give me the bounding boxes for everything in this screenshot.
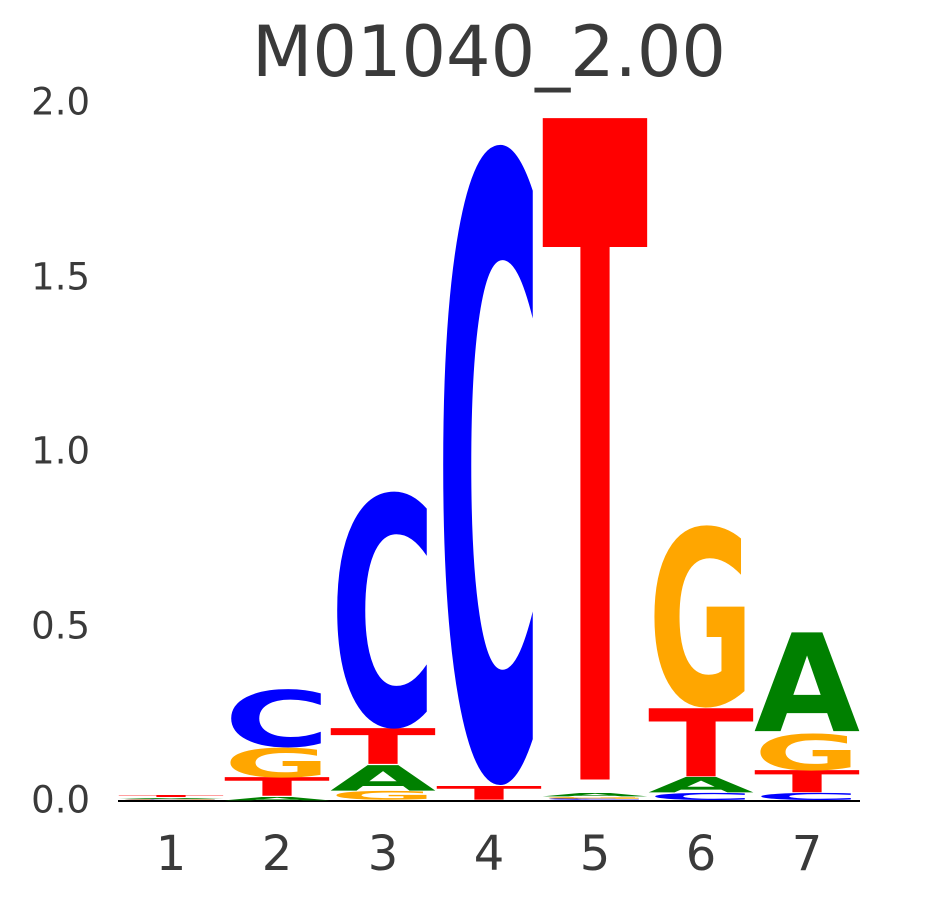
y-tick-label: 0.5	[31, 604, 90, 647]
x-tick-label: 1	[155, 826, 187, 882]
x-tick-label: 3	[367, 826, 399, 882]
logo-letter-pos2-T: T	[224, 772, 331, 802]
y-tick-label: 1.0	[31, 429, 90, 473]
logo-letter-pos6-G: G	[648, 480, 754, 761]
svg-text:C: C	[224, 675, 330, 765]
svg-text:G: G	[118, 798, 224, 799]
svg-text:T: T	[754, 765, 860, 800]
logo-letter-pos2-A: A	[224, 796, 330, 801]
logo-letter-pos7-T: T	[754, 765, 860, 800]
svg-text:G: G	[754, 724, 860, 781]
svg-text:T: T	[648, 690, 754, 799]
logo-letter-pos5-A: A	[542, 792, 648, 797]
logo-letter-pos3-T: T	[330, 719, 436, 776]
logo-letter-pos2-C: C	[224, 675, 330, 765]
y-tick-label: 1.5	[31, 255, 90, 298]
x-tick-label: 4	[473, 826, 505, 882]
svg-text:C: C	[118, 799, 224, 800]
svg-text:C: C	[436, 0, 542, 900]
logo-letter-pos4-C: C	[436, 0, 542, 900]
logo-letter-pos3-A: A	[330, 759, 436, 800]
svg-text:G: G	[542, 796, 648, 799]
x-tick-label: 2	[261, 826, 293, 882]
logo-letter-pos6-C: C	[648, 791, 754, 802]
logo-letter-pos3-C: C	[330, 434, 436, 799]
svg-text:A: A	[648, 773, 755, 797]
svg-text:A: A	[118, 797, 224, 799]
svg-text:C: C	[330, 434, 436, 799]
x-tick-label: 6	[685, 826, 717, 882]
logo-letter-pos5-G: G	[542, 796, 648, 799]
chart-title: M01040_2.00	[252, 11, 726, 93]
logo-letter-pos3-G: G	[330, 789, 436, 803]
svg-text:G: G	[224, 740, 330, 786]
svg-text:C: C	[648, 791, 754, 802]
svg-text:C: C	[754, 791, 860, 802]
logo-letter-pos1-T: T	[118, 795, 224, 798]
svg-text:T: T	[330, 719, 436, 776]
svg-text:A: A	[542, 792, 648, 797]
logo-letter-pos7-A: A	[754, 606, 860, 764]
svg-text:T: T	[542, 0, 649, 900]
svg-text:T: T	[436, 782, 542, 804]
logo-letter-pos5-C: C	[542, 798, 648, 801]
logo-letter-pos1-C: C	[118, 799, 224, 800]
svg-text:G: G	[330, 789, 436, 803]
x-tick-label: 5	[579, 826, 611, 882]
logo-letter-pos1-A: A	[118, 797, 224, 799]
logo-letter-pos6-A: A	[648, 773, 755, 797]
logo-letter-pos5-T: T	[542, 0, 649, 900]
y-tick-label: 0.0	[31, 778, 90, 822]
x-tick-label: 7	[791, 826, 823, 882]
logo-letter-pos7-G: G	[754, 724, 860, 781]
logo-letter-pos2-G: G	[224, 740, 330, 786]
logo-letter-pos7-C: C	[754, 791, 860, 802]
svg-text:C: C	[542, 798, 648, 801]
x-axis-line	[118, 800, 860, 802]
svg-text:A: A	[754, 606, 860, 764]
svg-text:T: T	[224, 772, 331, 802]
y-tick-label: 2.0	[31, 80, 90, 124]
logo-letter-pos6-T: T	[648, 690, 754, 799]
svg-text:G: G	[648, 480, 754, 761]
logo-letter-pos1-G: G	[118, 798, 224, 799]
svg-text:T: T	[118, 795, 224, 798]
svg-text:A: A	[224, 796, 330, 801]
svg-text:A: A	[330, 759, 436, 800]
logo-letter-pos4-T: T	[436, 782, 542, 804]
